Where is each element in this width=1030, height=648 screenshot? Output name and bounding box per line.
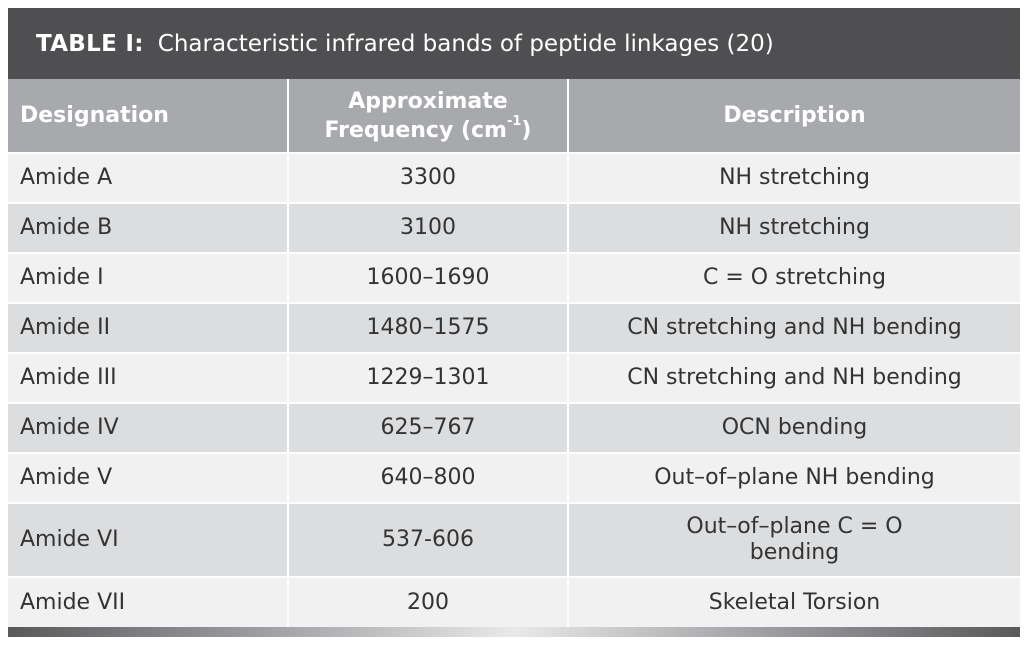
cell-designation: Amide II — [8, 302, 289, 353]
cell-description: C = O stretching — [568, 252, 1020, 303]
cell-frequency: 537-606 — [288, 502, 569, 577]
cell-designation: Amide V — [8, 452, 289, 503]
cell-designation: Amide VII — [8, 576, 289, 627]
cell-frequency: 640–800 — [288, 452, 569, 503]
table-row: Amide A 3300 NH stretching — [8, 152, 1020, 203]
cell-frequency: 1229–1301 — [288, 352, 569, 403]
header-frequency-close: ) — [521, 117, 532, 143]
table-row: Amide VI 537-606 Out–of–plane C = O bend… — [8, 502, 1020, 577]
header-frequency-superscript: -1 — [506, 114, 522, 130]
cell-frequency: 200 — [288, 576, 569, 627]
cell-frequency: 3100 — [288, 202, 569, 253]
cell-description: NH stretching — [568, 202, 1020, 253]
cell-designation: Amide IV — [8, 402, 289, 453]
table-row: Amide IV 625–767 OCN bending — [8, 402, 1020, 453]
header-frequency: Approximate Frequency (cm-1) — [288, 79, 569, 153]
header-frequency-line2: Frequency (cm — [324, 117, 507, 143]
table-row: Amide II 1480–1575 CN stretching and NH … — [8, 302, 1020, 353]
cell-description: NH stretching — [568, 152, 1020, 203]
table-title-bar: TABLE I: Characteristic infrared bands o… — [8, 8, 1020, 79]
table-row: Amide B 3100 NH stretching — [8, 202, 1020, 253]
table-row: Amide III 1229–1301 CN stretching and NH… — [8, 352, 1020, 403]
cell-frequency: 3300 — [288, 152, 569, 203]
table-row: Amide V 640–800 Out–of–plane NH bending — [8, 452, 1020, 503]
cell-designation: Amide VI — [8, 502, 289, 577]
table-header-row: Designation Approximate Frequency (cm-1)… — [8, 79, 1020, 153]
table-figure: TABLE I: Characteristic infrared bands o… — [8, 8, 1020, 637]
header-description: Description — [568, 79, 1020, 153]
header-designation: Designation — [8, 79, 289, 153]
table-row: Amide I 1600–1690 C = O stretching — [8, 252, 1020, 303]
table-bottom-rule — [8, 627, 1020, 637]
cell-designation: Amide III — [8, 352, 289, 403]
cell-description-line1: Out–of–plane C = O — [686, 514, 903, 539]
cell-designation: Amide I — [8, 252, 289, 303]
cell-description: CN stretching and NH bending — [568, 302, 1020, 353]
cell-description: OCN bending — [568, 402, 1020, 453]
cell-designation: Amide B — [8, 202, 289, 253]
cell-description: CN stretching and NH bending — [568, 352, 1020, 403]
table-title-label: TABLE I: — [36, 30, 144, 57]
infrared-bands-table: Designation Approximate Frequency (cm-1)… — [8, 79, 1020, 627]
cell-frequency: 1600–1690 — [288, 252, 569, 303]
cell-description-line2: bending — [749, 540, 840, 565]
cell-description: Skeletal Torsion — [568, 576, 1020, 627]
cell-frequency: 625–767 — [288, 402, 569, 453]
header-frequency-line1: Approximate — [348, 88, 508, 114]
table-title-text: Characteristic infrared bands of peptide… — [157, 30, 774, 57]
table-row: Amide VII 200 Skeletal Torsion — [8, 576, 1020, 627]
cell-designation: Amide A — [8, 152, 289, 203]
cell-description: Out–of–plane NH bending — [568, 452, 1020, 503]
cell-description: Out–of–plane C = O bending — [568, 502, 1020, 577]
cell-frequency: 1480–1575 — [288, 302, 569, 353]
